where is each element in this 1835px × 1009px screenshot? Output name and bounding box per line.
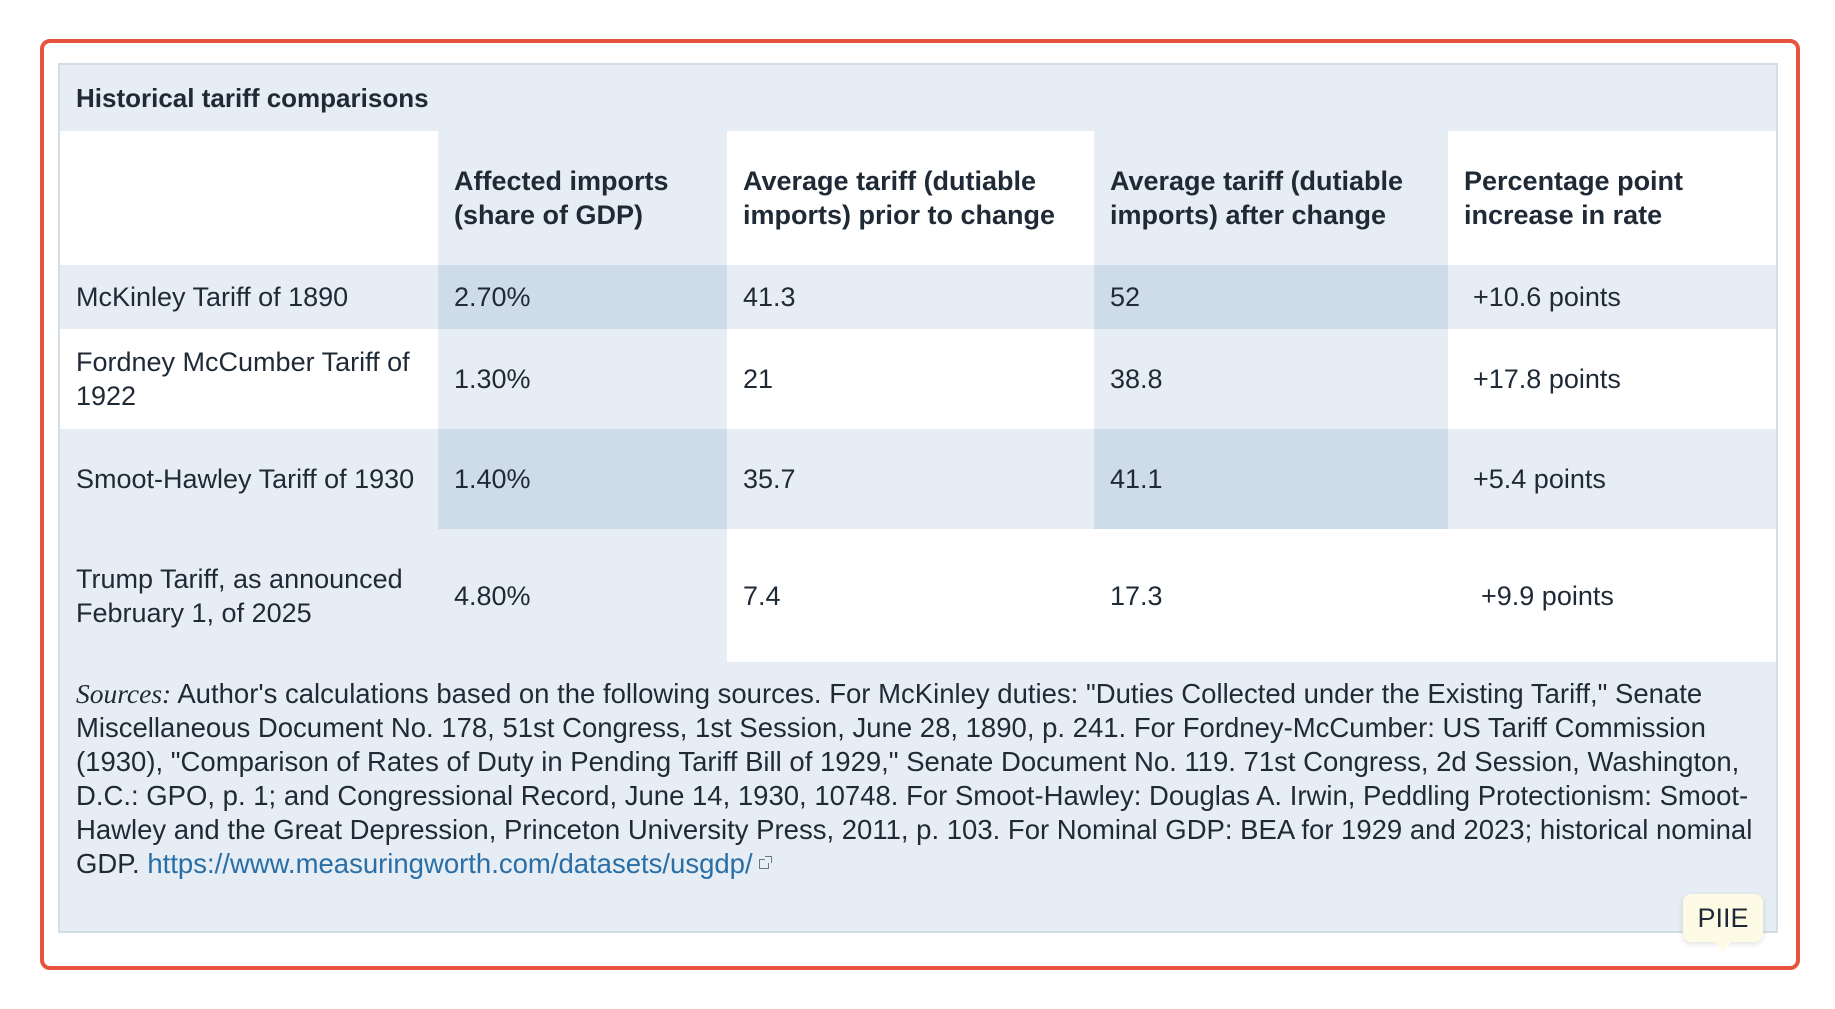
cell-tariff-after: 52 bbox=[1094, 265, 1448, 329]
cell-affected-imports: 1.40% bbox=[438, 429, 727, 529]
table-row: McKinley Tariff of 1890 2.70% 41.3 52 +1… bbox=[60, 265, 1776, 329]
highlight-frame bbox=[40, 39, 1800, 970]
cell-affected-imports: 2.70% bbox=[438, 265, 727, 329]
cell-increase: +9.9 points bbox=[1448, 529, 1776, 662]
header-affected-imports: Affected imports (share of GDP) bbox=[438, 131, 727, 265]
sources-note: Sources: Author's calculations based on … bbox=[76, 677, 1766, 881]
table-row: Fordney McCumber Tariff of 1922 1.30% 21… bbox=[60, 329, 1776, 429]
cell-tariff-after: 41.1 bbox=[1094, 429, 1448, 529]
measuringworth-link[interactable]: https://www.measuringworth.com/datasets/… bbox=[147, 848, 753, 879]
external-link-icon bbox=[758, 856, 772, 869]
cell-tariff-after: 17.3 bbox=[1094, 529, 1448, 662]
row-name: Smoot-Hawley Tariff of 1930 bbox=[60, 429, 438, 529]
table-row: Smoot-Hawley Tariff of 1930 1.40% 35.7 4… bbox=[60, 429, 1776, 529]
cell-increase: +17.8 points bbox=[1448, 329, 1776, 429]
cell-affected-imports: 4.80% bbox=[438, 529, 727, 662]
cell-increase: +10.6 points bbox=[1448, 265, 1776, 329]
table-caption: Historical tariff comparisons bbox=[76, 83, 429, 113]
cell-tariff-prior: 35.7 bbox=[727, 429, 1094, 529]
piie-badge[interactable]: PIIE bbox=[1683, 894, 1763, 952]
cell-increase: +5.4 points bbox=[1448, 429, 1776, 529]
header-empty bbox=[60, 131, 438, 265]
cell-tariff-prior: 21 bbox=[727, 329, 1094, 429]
cell-tariff-after: 38.8 bbox=[1094, 329, 1448, 429]
cell-tariff-prior: 7.4 bbox=[727, 529, 1094, 662]
sources-text: Author's calculations based on the follo… bbox=[76, 678, 1753, 879]
sources-label: Sources: bbox=[76, 678, 172, 709]
header-tariff-after: Average tariff (dutiable imports) after … bbox=[1094, 131, 1448, 265]
cell-affected-imports: 1.30% bbox=[438, 329, 727, 429]
table-header-row: Affected imports (share of GDP) Average … bbox=[60, 131, 1776, 265]
tariff-table-panel: Historical tariff comparisons Affected i… bbox=[58, 63, 1778, 933]
header-tariff-prior: Average tariff (dutiable imports) prior … bbox=[727, 131, 1094, 265]
row-name: Fordney McCumber Tariff of 1922 bbox=[60, 329, 438, 429]
tariff-table: Affected imports (share of GDP) Average … bbox=[60, 131, 1776, 662]
header-increase: Percentage point increase in rate bbox=[1448, 131, 1776, 265]
row-name: McKinley Tariff of 1890 bbox=[60, 265, 438, 329]
table-row: Trump Tariff, as announced February 1, o… bbox=[60, 529, 1776, 662]
row-name: Trump Tariff, as announced February 1, o… bbox=[60, 529, 438, 662]
cell-tariff-prior: 41.3 bbox=[727, 265, 1094, 329]
